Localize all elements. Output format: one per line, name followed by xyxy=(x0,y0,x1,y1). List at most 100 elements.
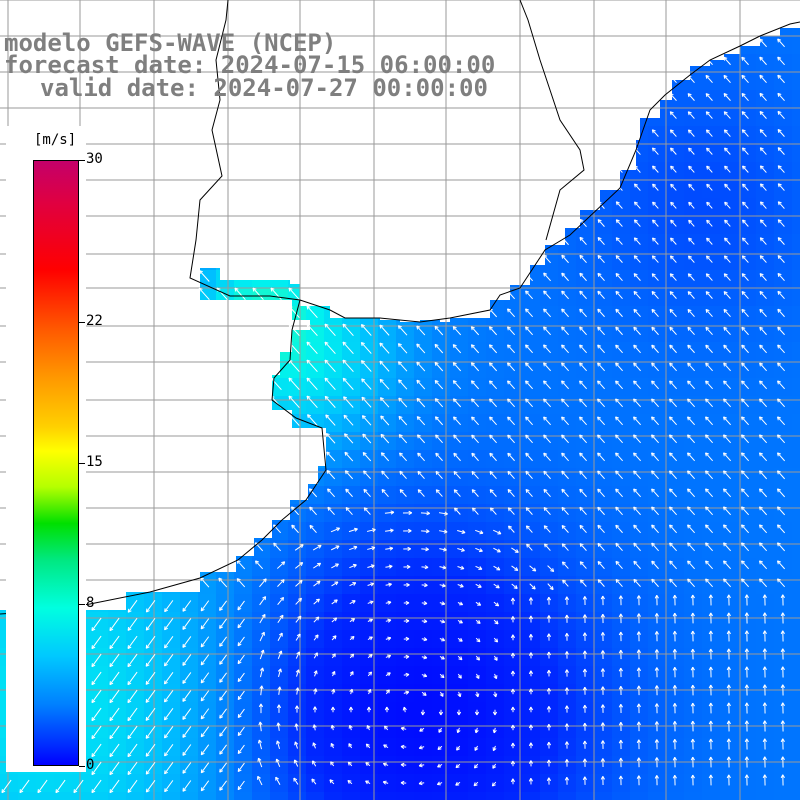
wind-arrow-head xyxy=(597,201,600,206)
wind-arrow-head xyxy=(723,75,726,79)
wind-arrow-head xyxy=(633,255,636,260)
wind-arrow-head xyxy=(306,341,309,346)
wind-arrow-head xyxy=(705,111,708,116)
wind-arrow-head xyxy=(615,291,618,295)
wind-arrow-head xyxy=(690,684,694,689)
wind-arrow-head xyxy=(236,578,239,583)
wind-arrow-head xyxy=(744,738,748,743)
speed-cell xyxy=(342,666,361,685)
wind-arrow-head xyxy=(510,670,514,675)
wind-arrow-icon xyxy=(182,672,192,684)
speed-cell xyxy=(234,738,253,757)
wind-arrow-head xyxy=(636,613,640,617)
wind-arrow-icon xyxy=(398,379,408,390)
wind-arrow-head xyxy=(561,416,563,421)
wind-arrow-head xyxy=(759,165,762,170)
wind-arrow-head xyxy=(726,720,730,725)
wind-arrow-icon xyxy=(277,632,283,642)
wind-arrow-head xyxy=(201,698,205,702)
wind-arrow-head xyxy=(383,744,386,749)
wind-arrow-head xyxy=(633,434,635,439)
wind-arrow-head xyxy=(525,326,527,331)
wind-arrow-head xyxy=(478,584,482,588)
wind-arrow-head xyxy=(669,291,672,296)
wind-arrow-icon xyxy=(723,524,732,534)
wind-arrow-head xyxy=(507,416,509,421)
wind-arrow-head xyxy=(452,344,455,349)
wind-arrow-icon xyxy=(777,219,785,227)
wind-arrow-icon xyxy=(741,291,749,299)
wind-arrow-icon xyxy=(511,583,518,589)
speed-cell xyxy=(90,720,109,739)
wind-arrow-icon xyxy=(109,725,120,739)
wind-arrow-head xyxy=(651,291,654,296)
wind-arrow-icon xyxy=(219,600,228,611)
wind-arrow-icon xyxy=(109,761,120,775)
wind-arrow-icon xyxy=(687,273,695,281)
wind-arrow-head xyxy=(758,560,761,565)
wind-arrow-icon xyxy=(651,488,659,498)
wind-arrow-head xyxy=(759,273,762,278)
wind-arrow-head xyxy=(460,601,464,605)
wind-arrow-icon xyxy=(475,565,483,570)
wind-arrow-head xyxy=(597,507,600,511)
wind-arrow-icon xyxy=(507,326,516,336)
speed-cell xyxy=(396,576,415,595)
wind-arrow-icon xyxy=(200,672,210,684)
wind-arrow-icon xyxy=(759,416,768,426)
wind-arrow-head xyxy=(670,202,672,206)
wind-arrow-head xyxy=(238,697,242,701)
wind-arrow-icon xyxy=(145,653,156,667)
wind-arrow-head xyxy=(489,489,492,494)
wind-arrow-icon xyxy=(529,565,537,572)
wind-arrow-head xyxy=(294,723,297,728)
wind-arrow-head xyxy=(543,507,546,512)
wind-arrow-icon xyxy=(633,308,641,318)
wind-arrow-head xyxy=(424,673,428,677)
wind-arrow-head xyxy=(470,326,473,331)
wind-arrow-head xyxy=(672,685,676,689)
wind-arrow-icon xyxy=(109,671,120,685)
wind-arrow-icon xyxy=(687,434,696,444)
wind-arrow-head xyxy=(288,377,291,382)
speed-cell xyxy=(432,756,451,775)
wind-arrow-icon xyxy=(398,415,408,426)
wind-arrow-head xyxy=(416,398,419,402)
wind-arrow-head xyxy=(546,724,550,728)
wind-arrow-icon xyxy=(324,359,336,373)
speed-cell xyxy=(342,576,361,595)
wind-arrow-icon xyxy=(398,361,408,372)
wind-arrow-icon xyxy=(615,165,623,173)
wind-arrow-head xyxy=(741,398,743,403)
wind-arrow-icon xyxy=(687,326,695,336)
wind-arrow-icon xyxy=(741,362,749,372)
wind-arrow-head xyxy=(762,594,766,599)
wind-arrow-head xyxy=(424,565,429,568)
wind-arrow-head xyxy=(744,720,748,725)
wind-arrow-head xyxy=(777,398,779,403)
wind-arrow-icon xyxy=(759,93,767,102)
speed-cell xyxy=(450,792,469,800)
wind-arrow-head xyxy=(109,754,114,758)
wind-arrow-icon xyxy=(561,272,569,282)
wind-arrow-head xyxy=(434,380,437,384)
wind-arrow-icon xyxy=(777,326,785,336)
wind-arrow-head xyxy=(478,638,481,642)
wind-arrow-head xyxy=(582,668,586,673)
wind-arrow-icon xyxy=(343,414,354,426)
wind-arrow-head xyxy=(777,237,780,242)
wind-arrow-head xyxy=(164,718,168,721)
wind-arrow-icon xyxy=(561,416,569,426)
wind-arrow-head xyxy=(780,666,784,671)
wind-arrow-head xyxy=(776,434,779,439)
wind-arrow-icon xyxy=(706,165,713,173)
wind-arrow-icon xyxy=(597,561,605,569)
wind-arrow-head xyxy=(387,636,391,639)
wind-arrow-icon xyxy=(669,326,677,336)
speed-cell xyxy=(432,774,451,793)
wind-arrow-head xyxy=(600,668,604,672)
wind-arrow-head xyxy=(294,705,298,710)
speed-cell xyxy=(342,648,361,667)
wind-arrow-head xyxy=(471,416,473,421)
wind-arrow-head xyxy=(687,309,690,313)
